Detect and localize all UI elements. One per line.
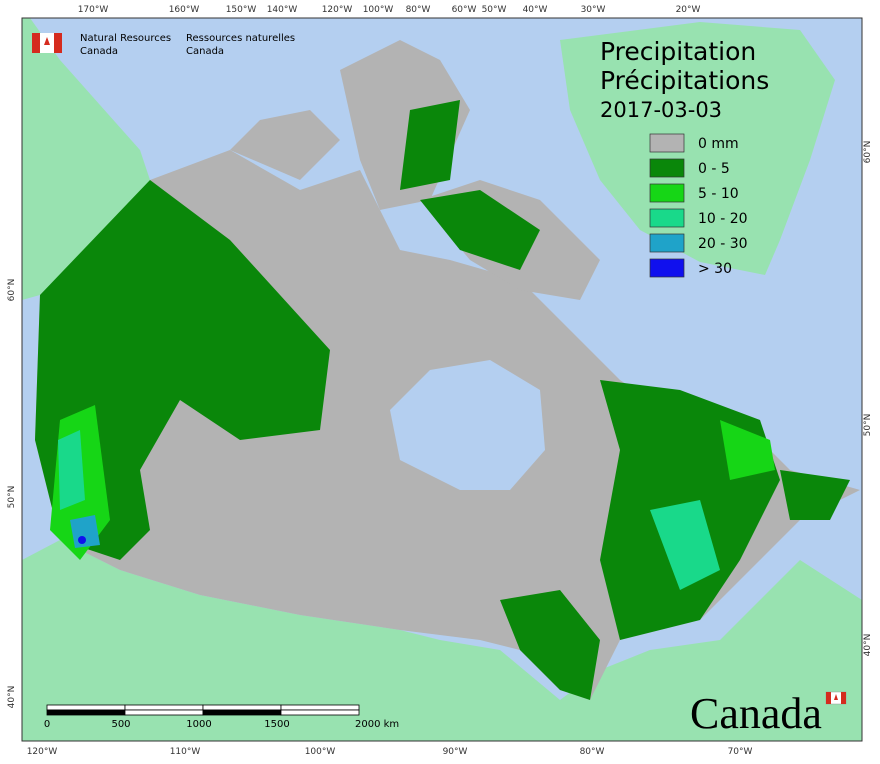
- legend-swatch: [649, 233, 685, 253]
- longitude-label: 80°W: [406, 5, 431, 15]
- latitude-label: 60°N: [863, 141, 873, 164]
- latitude-label: 40°N: [7, 686, 17, 709]
- precip-0-5: [780, 470, 850, 520]
- wordmark: Canada: [690, 689, 822, 738]
- longitude-label: 40°W: [523, 5, 548, 15]
- precip-10-20: [58, 430, 85, 510]
- longitude-label: 120°W: [27, 747, 58, 757]
- agency-en: Canada: [80, 46, 118, 57]
- scale-label: 2000 km: [355, 719, 399, 730]
- agency-fr: Ressources naturelles: [186, 33, 295, 44]
- scale-segment: [124, 704, 204, 711]
- greenland: [560, 22, 835, 275]
- scale-label: 1500: [264, 719, 289, 730]
- latitude-label: 40°N: [863, 634, 873, 657]
- scale-label: 1000: [186, 719, 211, 730]
- precip-0-5: [420, 190, 540, 270]
- arctic-island: [230, 110, 340, 180]
- wordmark-flag: [825, 691, 847, 705]
- legend-label: 0 - 5: [698, 161, 730, 177]
- precip-over-30: [78, 536, 86, 544]
- precip-0-5: [35, 180, 330, 560]
- longitude-label: 110°W: [170, 747, 201, 757]
- legend-swatch: [649, 208, 685, 228]
- longitude-label: 100°W: [305, 747, 336, 757]
- legend-swatch: [649, 258, 685, 278]
- title: Precipitation: [600, 37, 756, 66]
- coordinates: 170°W 160°W 150°W 140°W 120°W 100°W 80°W 60°W 50…: [7, 5, 873, 757]
- precip-5-10: [720, 420, 775, 480]
- precip-0-5: [500, 590, 600, 700]
- legend-label: 0 mm: [698, 136, 739, 152]
- scale-segment: [280, 704, 360, 711]
- scale-segment: [202, 704, 282, 711]
- legend-label: 5 - 10: [698, 186, 739, 202]
- longitude-label: 30°W: [581, 5, 606, 15]
- agency-fr: Canada: [186, 46, 224, 57]
- scale-segment: [280, 709, 360, 716]
- longitude-label: 100°W: [363, 5, 394, 15]
- precip-10-20: [650, 500, 720, 590]
- legend-swatch: [649, 158, 685, 178]
- date: 2017-03-03: [600, 98, 722, 122]
- legend-label: 20 - 30: [698, 236, 748, 252]
- legend-label: 10 - 20: [698, 211, 748, 227]
- scale-segment: [124, 709, 204, 716]
- scale-label: 500: [111, 719, 130, 730]
- longitude-label: 60°W: [452, 5, 477, 15]
- precip-20-30: [70, 515, 100, 548]
- longitude-label: 150°W: [226, 5, 257, 15]
- map-frame: [21, 17, 863, 742]
- hudson-bay: [390, 360, 545, 490]
- latitude-label: 50°N: [7, 486, 17, 509]
- latitude-label: 50°N: [863, 414, 873, 437]
- longitude-label: 20°W: [676, 5, 701, 15]
- legend-swatch: [649, 133, 685, 153]
- foreign-land: [22, 540, 862, 741]
- foreign-land: [22, 18, 150, 300]
- longitude-label: 90°W: [443, 747, 468, 757]
- scale-bar: 0 500 1000 1500 2000 km: [44, 704, 399, 730]
- scale-segment: [46, 704, 126, 711]
- agency-en: Natural Resources: [80, 33, 171, 44]
- title: Précipitations: [600, 66, 769, 95]
- scale-segment: [202, 709, 282, 716]
- longitude-label: 160°W: [169, 5, 200, 15]
- scale-segment: [46, 709, 126, 716]
- legend: 0 mm 0 - 5 5 - 10 10 - 20 20 - 30 > 30: [649, 133, 748, 278]
- longitude-label: 120°W: [322, 5, 353, 15]
- latitude-label: 60°N: [7, 279, 17, 302]
- legend-label: > 30: [698, 261, 732, 277]
- longitude-label: 80°W: [580, 747, 605, 757]
- precip-0-5: [400, 100, 460, 190]
- longitude-label: 50°W: [482, 5, 507, 15]
- longitude-label: 70°W: [728, 747, 753, 757]
- longitude-label: 140°W: [267, 5, 298, 15]
- longitude-label: 170°W: [78, 5, 109, 15]
- legend-swatch: [649, 183, 685, 203]
- scale-label: 0: [44, 719, 50, 730]
- flag: [32, 33, 62, 53]
